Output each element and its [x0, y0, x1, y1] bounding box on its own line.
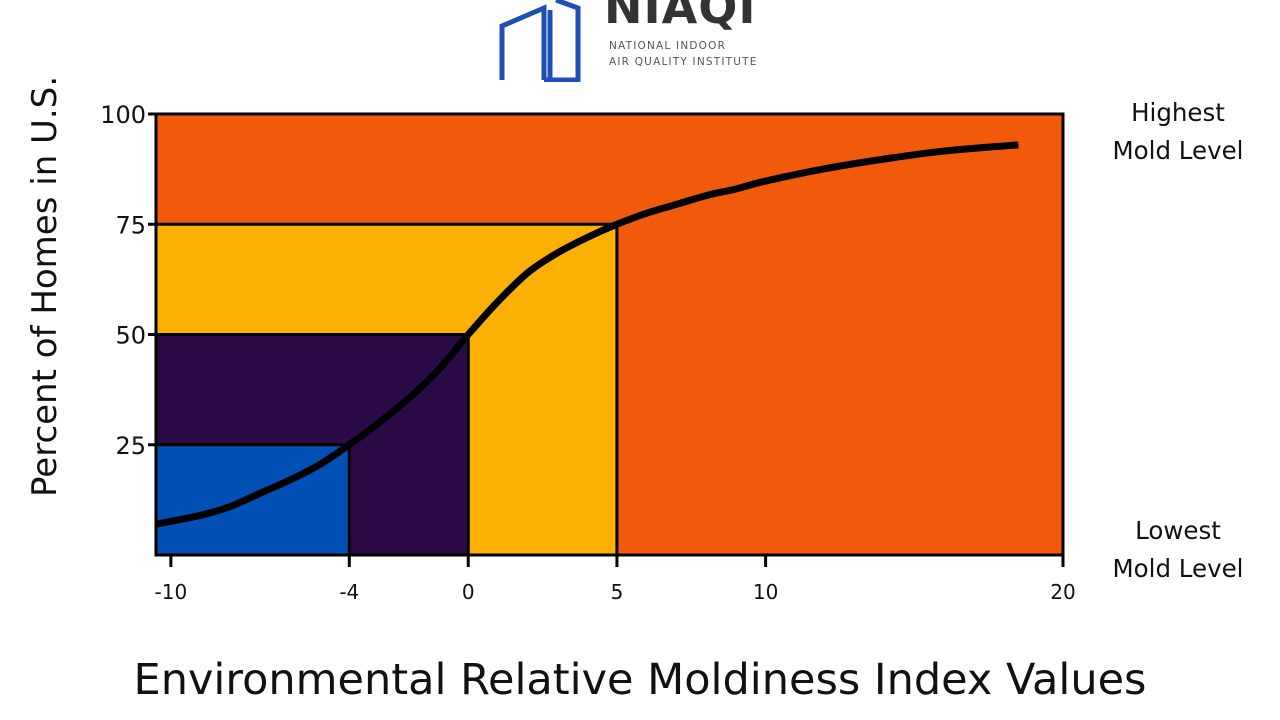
- logo-subtitle-line-1: NATIONAL INDOOR: [609, 40, 727, 52]
- logo-wordmark: NIAQI: [604, 0, 757, 34]
- x-tick-label: 5: [611, 580, 624, 604]
- x-tick-label: 20: [1050, 580, 1075, 604]
- lowest-label-line-2: Mold Level: [1112, 554, 1244, 583]
- x-tick-label: -4: [339, 580, 359, 604]
- highest-mold-level-label: Highest Mold Level: [1083, 94, 1273, 170]
- y-tick-label: 50: [115, 322, 146, 350]
- x-tick-label: -10: [155, 580, 188, 604]
- x-axis-label: Environmental Relative Moldiness Index V…: [133, 655, 1147, 705]
- niaqi-logo: NIAQI NATIONAL INDOOR AIR QUALITY INSTIT…: [498, 0, 788, 82]
- house-outline-icon: [499, 0, 581, 82]
- y-tick-label: 100: [100, 101, 146, 129]
- logo-subtitle-line-2: AIR QUALITY INSTITUTE: [609, 56, 758, 68]
- x-tick-label: 0: [462, 580, 475, 604]
- y-tick-label: 25: [115, 432, 146, 460]
- highest-label-line-2: Mold Level: [1112, 136, 1244, 165]
- y-tick-label: 75: [115, 211, 146, 239]
- lowest-label-line-1: Lowest: [1135, 516, 1221, 545]
- moldiness-curve-line-0: [155, 141, 1019, 528]
- x-tick-label: 10: [753, 580, 778, 604]
- lowest-mold-level-label: Lowest Mold Level: [1083, 512, 1273, 588]
- highest-label-line-1: Highest: [1131, 98, 1225, 127]
